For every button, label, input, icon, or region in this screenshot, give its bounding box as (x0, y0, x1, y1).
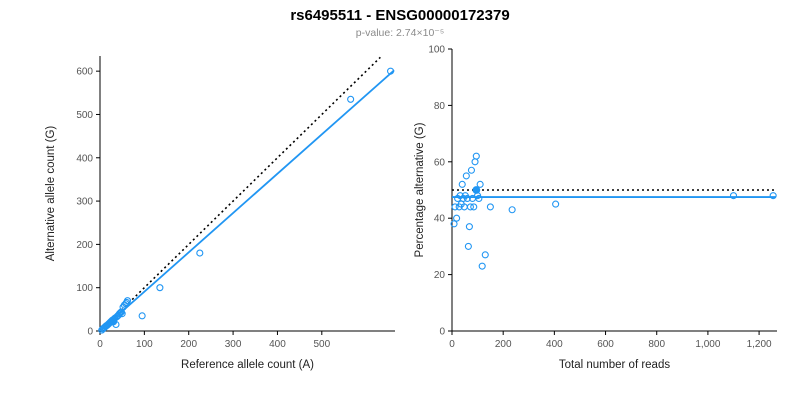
x-axis-label: Total number of reads (559, 359, 670, 371)
data-point (481, 251, 489, 259)
data-point (138, 312, 146, 320)
y-tick-label: 600 (76, 67, 93, 78)
identity-line (99, 56, 381, 332)
x-tick-label: 100 (136, 339, 153, 350)
y-tick-label: 0 (439, 327, 445, 338)
data-point-filled (472, 186, 481, 194)
data-point (156, 284, 164, 292)
data-point (451, 203, 459, 211)
y-tick-label: 80 (434, 101, 446, 112)
charts-row: 0 100 200 300 400 500 0 100 200 300 400 500 600 Refer… (0, 41, 800, 379)
data-point (472, 152, 480, 160)
data-point (118, 310, 126, 318)
scatter-allele-counts: 0 100 200 300 400 500 0 100 200 300 400 500 600 Refer… (45, 56, 395, 371)
regression-line (99, 69, 395, 332)
x-tick-label: 500 (313, 339, 330, 350)
data-point (464, 242, 472, 250)
y-tick-label: 60 (434, 157, 446, 168)
data-point (450, 220, 458, 228)
data-point (475, 194, 483, 203)
chart-header: rs6495511 - ENSG00000172379 p-value: 2.7… (0, 0, 800, 39)
y-tick-label: 40 (434, 214, 446, 225)
data-point (729, 192, 738, 200)
data-point (471, 158, 479, 166)
data-point (463, 194, 471, 203)
x-tick-label: 1,000 (695, 339, 720, 350)
scatter-percentage-alternative: 0 200 400 600 800 1,000 1,200 0 20 40 60 80 100 Total… (414, 45, 777, 371)
x-tick-label: 0 (449, 339, 455, 350)
y-tick-label: 400 (76, 153, 93, 164)
x-tick-label: 400 (546, 339, 563, 350)
y-tick-label: 300 (76, 197, 93, 208)
y-axis-label: Percentage alternative (G) (414, 122, 426, 257)
data-point (458, 180, 466, 188)
x-tick-label: 200 (495, 339, 512, 350)
data-point (466, 203, 474, 211)
y-tick-label: 100 (428, 45, 445, 56)
y-axis-label: Alternative allele count (G) (45, 126, 57, 262)
chart-title: rs6495511 - ENSG00000172379 (290, 7, 510, 24)
chart-subtitle: p-value: 2.74×10⁻⁵ (355, 27, 445, 39)
y-tick-label: 20 (434, 270, 446, 281)
x-tick-label: 800 (648, 339, 665, 350)
data-point (486, 203, 494, 211)
x-axis-label: Reference allele count (A) (181, 359, 314, 371)
y-tick-label: 200 (76, 240, 93, 251)
data-point (465, 223, 473, 231)
data-point (387, 67, 395, 75)
y-tick-label: 500 (76, 110, 93, 121)
data-point (476, 180, 484, 188)
data-point (123, 297, 132, 305)
data-point (508, 206, 516, 214)
x-tick-label: 400 (269, 339, 286, 350)
data-point-filled (109, 317, 118, 326)
y-tick-label: 100 (76, 283, 93, 294)
data-point (462, 172, 470, 180)
data-point (347, 95, 355, 103)
x-tick-label: 300 (225, 339, 242, 350)
data-point (467, 166, 475, 174)
y-tick-label: 0 (87, 327, 93, 338)
data-point (478, 262, 486, 270)
x-tick-label: 200 (180, 339, 197, 350)
data-point (453, 214, 461, 222)
x-tick-label: 0 (97, 339, 103, 350)
data-point (196, 249, 204, 257)
data-point (470, 203, 478, 211)
data-point (769, 192, 777, 200)
data-point (552, 200, 560, 208)
x-tick-label: 600 (597, 339, 614, 350)
x-tick-label: 1,200 (747, 339, 772, 350)
data-point (115, 310, 124, 318)
